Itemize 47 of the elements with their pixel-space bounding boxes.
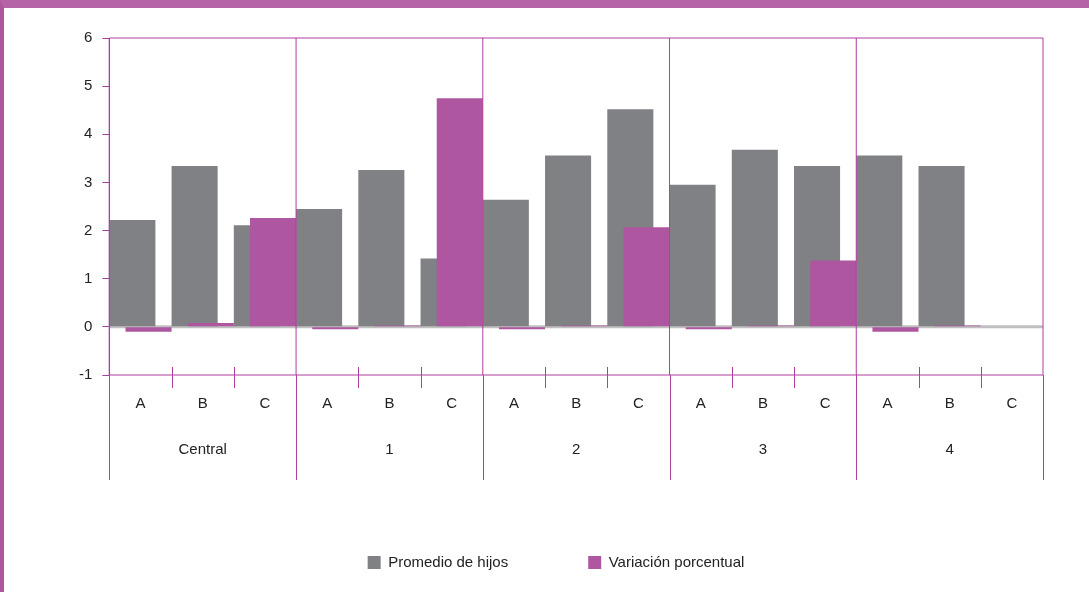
x-tick-label: A: [882, 394, 893, 412]
bar: [856, 155, 903, 327]
x-tick-label: C: [819, 394, 831, 412]
text: 1: [385, 440, 394, 458]
bar: [358, 169, 405, 327]
x-tick-label: C: [259, 394, 271, 412]
bar: [918, 166, 965, 327]
y-tick-label: 6: [83, 28, 93, 46]
bar: [187, 323, 234, 327]
x-tick-label: B: [384, 394, 395, 412]
x-tick-label: B: [757, 394, 768, 412]
text: 3: [758, 440, 768, 458]
x-tick-label: A: [508, 394, 519, 412]
bar: [109, 219, 156, 327]
text: Central: [178, 440, 227, 458]
bar: [250, 218, 297, 327]
y-tick-label: 0: [83, 317, 93, 334]
text: 4: [945, 440, 954, 458]
x-tick-label: C: [632, 394, 644, 412]
bar: [545, 155, 592, 327]
bar: [482, 199, 529, 327]
x-tick-label: B: [197, 394, 208, 412]
y-tick-label: -1: [78, 365, 93, 383]
bar: [872, 327, 919, 332]
bar: [623, 227, 670, 327]
x-tick-label: A: [695, 394, 706, 412]
y-tick-label: 5: [83, 76, 93, 94]
bar: [296, 208, 343, 327]
y-tick-label: 3: [83, 172, 93, 190]
x-tick-label: A: [322, 394, 333, 412]
x-tick-label: C: [446, 394, 458, 412]
bar: [669, 184, 716, 327]
legend-label: Variación porcentual: [608, 552, 745, 570]
bar: [810, 260, 857, 327]
x-tick-label: C: [1006, 394, 1018, 412]
bar: [731, 149, 778, 327]
bar: [125, 327, 172, 332]
x-tick-label: A: [135, 394, 146, 412]
legend-label: Promedio de hijos: [388, 552, 509, 570]
bar: [436, 98, 483, 327]
x-tick-label: B: [571, 394, 582, 412]
y-tick-label: 2: [83, 220, 93, 238]
text: 2: [572, 440, 581, 458]
bar: [171, 166, 218, 327]
y-tick-label: 1: [83, 268, 93, 286]
x-tick-label: B: [944, 394, 955, 412]
y-tick-label: 4: [83, 124, 93, 142]
